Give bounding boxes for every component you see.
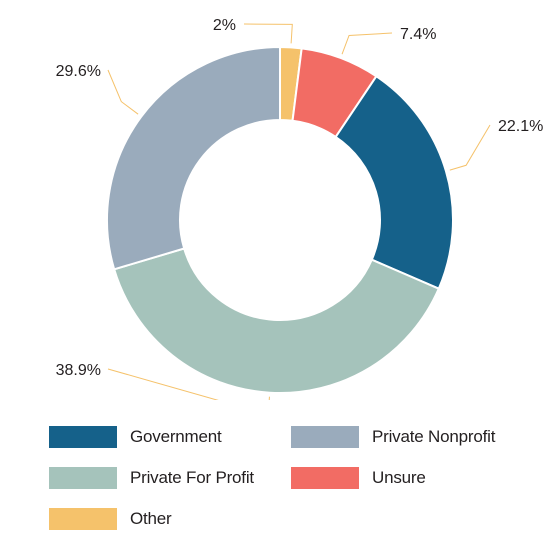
legend-swatch-unsure [291, 467, 359, 489]
donut-chart: 2% 7.4% 22.1% 38.9% 29.6% [56, 17, 543, 400]
legend-swatch-government [49, 426, 117, 448]
legend-label-private-for-profit: Private For Profit [130, 468, 254, 487]
slice-government [334, 74, 454, 291]
legend-item-private-nonprofit: Private Nonprofit [291, 426, 495, 448]
legend-item-unsure: Unsure [291, 467, 426, 489]
leader-line-other [243, 23, 293, 44]
data-label-private-for-profit: 38.9% [56, 362, 101, 379]
legend-item-private-for-profit: Private For Profit [49, 467, 254, 489]
legend-swatch-private-for-profit [49, 467, 117, 489]
data-label-unsure: 7.4% [400, 26, 436, 43]
legend-swatch-private-nonprofit [291, 426, 359, 448]
data-label-other: 2% [213, 17, 236, 34]
leader-line-government [449, 124, 491, 171]
legend-label-unsure: Unsure [372, 468, 426, 487]
legend-item-other: Other [49, 508, 172, 530]
slice-private-for-profit [112, 247, 441, 394]
slice-private-nonprofit [106, 45, 281, 271]
legend-label-government: Government [130, 427, 222, 446]
legend-swatch-other [49, 508, 117, 530]
leader-line-private-for-profit [107, 368, 270, 400]
legend-item-government: Government [49, 426, 222, 448]
leader-line-unsure [341, 32, 393, 55]
legend-label-private-nonprofit: Private Nonprofit [372, 427, 496, 446]
data-label-government: 22.1% [498, 118, 543, 135]
legend-label-other: Other [130, 509, 172, 528]
data-label-private-nonprofit: 29.6% [56, 63, 101, 80]
leader-line-private-nonprofit [107, 69, 139, 115]
